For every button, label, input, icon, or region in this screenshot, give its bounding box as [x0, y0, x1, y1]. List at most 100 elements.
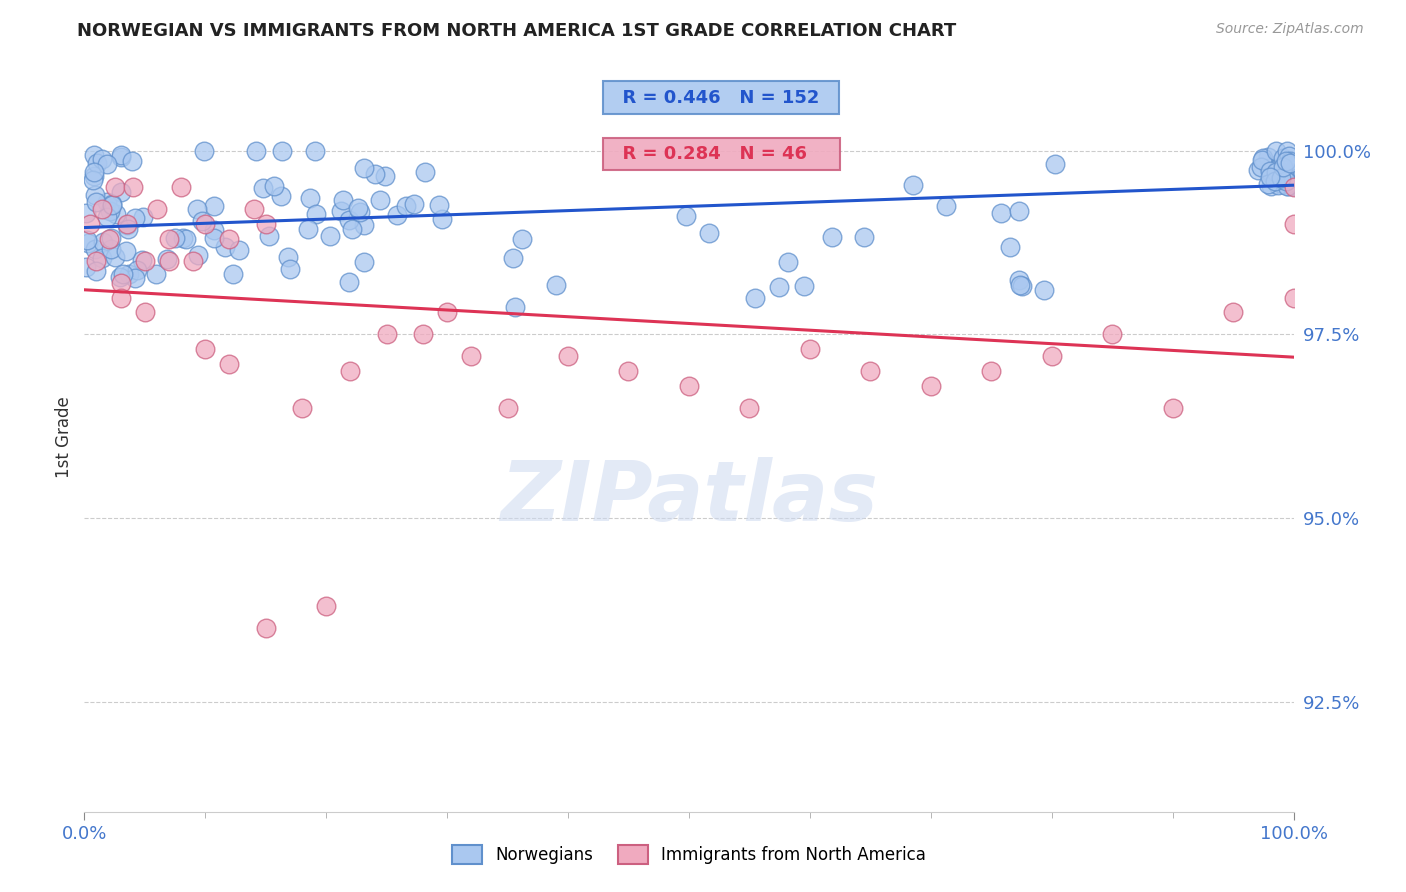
Point [228, 243, 250, 257]
Point [101, 196, 124, 211]
Point [1222, 305, 1244, 319]
Point [297, 221, 319, 235]
Text: Source: ZipAtlas.com: Source: ZipAtlas.com [1216, 22, 1364, 37]
Point [76, 233, 98, 247]
Point [1267, 178, 1289, 193]
Text: R = 0.284   N = 46: R = 0.284 N = 46 [610, 145, 832, 163]
Point [110, 276, 132, 290]
Point [557, 349, 579, 363]
Point [368, 193, 391, 207]
Point [270, 188, 292, 202]
Point [852, 230, 875, 244]
Point [935, 199, 957, 213]
Point [1032, 283, 1054, 297]
Point [387, 208, 409, 222]
Point [319, 229, 342, 244]
Point [193, 144, 215, 158]
Point [86, 253, 108, 268]
Point [83, 169, 105, 183]
Point [115, 244, 138, 259]
Point [1011, 279, 1033, 293]
Point [1010, 277, 1032, 292]
Point [738, 401, 761, 415]
Point [1275, 145, 1298, 159]
Point [1282, 156, 1305, 170]
Point [339, 364, 361, 378]
Point [157, 232, 180, 246]
Point [617, 364, 640, 378]
Point [1279, 159, 1302, 173]
Point [1281, 179, 1303, 194]
Point [496, 401, 519, 415]
Point [337, 275, 360, 289]
Point [83, 165, 105, 179]
Point [510, 232, 533, 246]
Point [675, 209, 697, 223]
Point [1277, 178, 1299, 193]
Point [1257, 178, 1279, 192]
Point [1261, 169, 1284, 184]
Point [110, 291, 132, 305]
Point [291, 401, 314, 415]
Point [252, 180, 274, 194]
Point [163, 231, 186, 245]
Point [349, 205, 371, 219]
Point [799, 342, 821, 356]
Point [84, 188, 107, 202]
Point [329, 204, 352, 219]
Point [1251, 153, 1274, 168]
Point [96, 195, 118, 210]
Point [1278, 155, 1301, 169]
Point [776, 255, 799, 269]
Point [277, 250, 299, 264]
Point [1279, 157, 1302, 171]
Point [337, 212, 360, 227]
Point [1282, 291, 1305, 305]
Point [1008, 203, 1031, 218]
Point [83, 148, 105, 162]
Point [1275, 153, 1298, 168]
Point [427, 197, 450, 211]
Point [115, 218, 138, 232]
Point [79, 217, 101, 231]
Point [145, 268, 167, 282]
Point [1268, 160, 1291, 174]
Point [75, 206, 97, 220]
Point [1267, 172, 1289, 186]
Point [1279, 160, 1302, 174]
Point [347, 201, 370, 215]
Point [263, 178, 285, 193]
Point [156, 252, 179, 266]
Point [1281, 158, 1303, 172]
Point [278, 261, 301, 276]
Point [1040, 349, 1063, 363]
Point [353, 218, 375, 232]
Point [110, 186, 132, 200]
Point [1271, 170, 1294, 185]
Point [174, 231, 197, 245]
Point [191, 214, 214, 228]
Point [1247, 162, 1270, 177]
Point [194, 342, 217, 356]
Point [821, 230, 844, 244]
Point [86, 155, 108, 169]
Point [172, 230, 194, 244]
Point [1271, 177, 1294, 191]
Point [1275, 174, 1298, 188]
Point [202, 199, 225, 213]
Point [187, 248, 209, 262]
Point [1272, 168, 1295, 182]
Point [375, 327, 398, 342]
Point [315, 599, 337, 613]
Point [1271, 160, 1294, 174]
Point [218, 232, 240, 246]
Point [395, 199, 418, 213]
Point [304, 144, 326, 158]
Point [134, 305, 156, 319]
Point [124, 211, 146, 225]
Point [96, 210, 118, 224]
Point [110, 147, 132, 161]
Point [170, 180, 193, 194]
Point [998, 240, 1021, 254]
Point [245, 144, 267, 158]
